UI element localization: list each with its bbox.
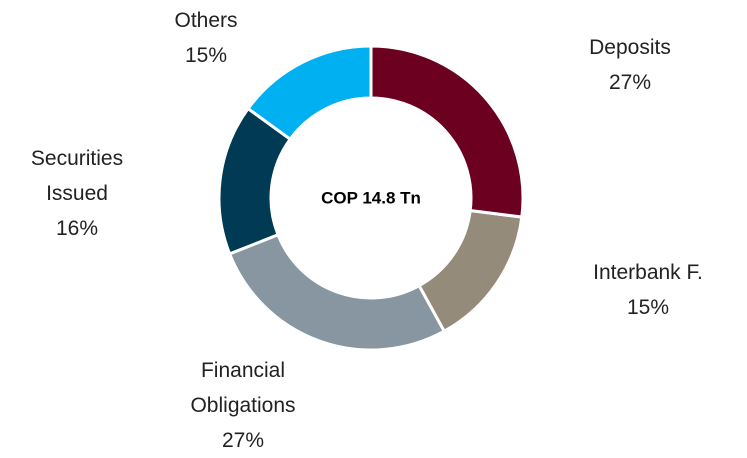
value-label: 27%	[608, 71, 652, 94]
donut-slice	[417, 208, 524, 334]
category-label: Securities Issued	[30, 147, 124, 205]
slice-label: Financial Obligations 27%	[168, 353, 318, 458]
slice-label: Others 15%	[131, 3, 281, 73]
value-label: 16%	[55, 217, 99, 240]
donut-slice	[217, 106, 293, 256]
category-label: Deposits	[589, 36, 671, 59]
value-label: 15%	[626, 296, 670, 319]
slice-label: Interbank F. 15%	[563, 255, 733, 325]
category-label: Interbank F.	[593, 261, 703, 284]
slice-label: Deposits 27%	[555, 30, 705, 100]
donut-slice	[369, 44, 525, 219]
category-label: Financial Obligations	[190, 359, 296, 417]
value-label: 27%	[221, 429, 265, 452]
slice-label: Securities Issued 16%	[12, 141, 142, 246]
donut-slice	[227, 232, 447, 352]
category-label: Others	[174, 9, 238, 32]
center-label: COP 14.8 Tn	[321, 188, 421, 207]
value-label: 15%	[184, 44, 228, 67]
